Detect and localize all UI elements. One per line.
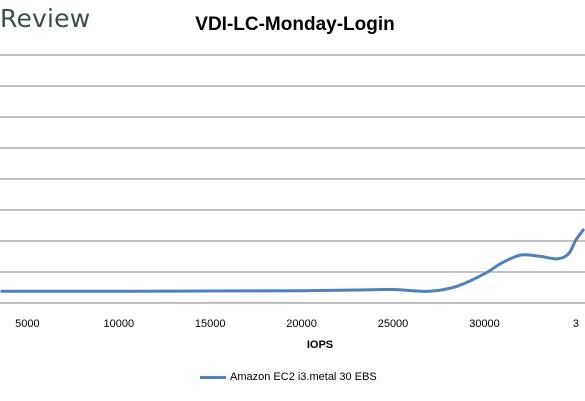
series-line [0, 228, 585, 293]
legend: Amazon EC2 i3.metal 30 EBS [200, 371, 377, 383]
chart-title: VDI-LC-Monday-Login [195, 14, 395, 35]
series-layer [0, 228, 585, 293]
legend-label: Amazon EC2 i3.metal 30 EBS [230, 371, 377, 383]
brand-logo: Review [0, 4, 91, 33]
x-tick-label: 3 [573, 318, 579, 330]
x-tick-label: 5000 [15, 318, 39, 330]
legend-swatch [200, 375, 226, 379]
x-axis-label: IOPS [307, 339, 333, 351]
x-tick-label: 15000 [195, 318, 226, 330]
x-tick-label: 10000 [104, 318, 135, 330]
x-tick-label: 25000 [378, 318, 409, 330]
x-tick-label: 30000 [469, 318, 500, 330]
x-axis-ticks: 5000 10000 15000 20000 25000 30000 3 [15, 318, 579, 330]
x-tick-label: 20000 [286, 318, 317, 330]
